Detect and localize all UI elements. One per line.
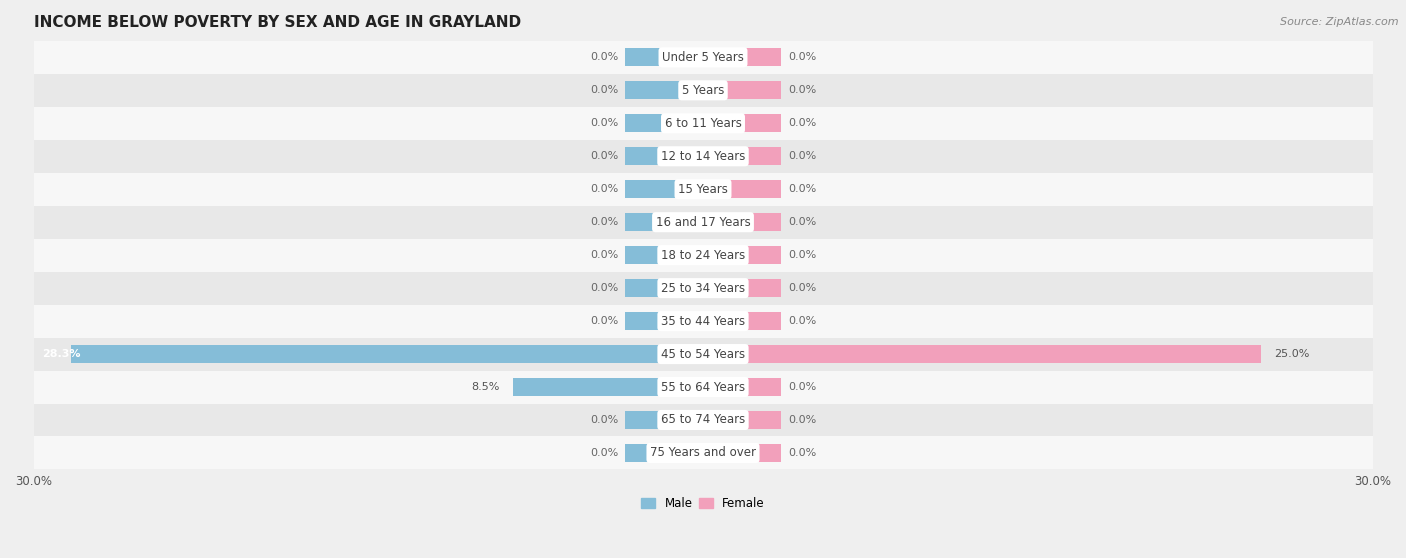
- Text: 18 to 24 Years: 18 to 24 Years: [661, 249, 745, 262]
- Bar: [703, 81, 782, 99]
- Text: 65 to 74 Years: 65 to 74 Years: [661, 413, 745, 426]
- Bar: [34, 41, 1372, 74]
- Bar: [72, 345, 703, 363]
- Text: 0.0%: 0.0%: [787, 415, 815, 425]
- Text: 25.0%: 25.0%: [1274, 349, 1309, 359]
- Text: 0.0%: 0.0%: [591, 85, 619, 95]
- Text: 0.0%: 0.0%: [787, 250, 815, 260]
- Bar: [624, 213, 703, 231]
- Text: 35 to 44 Years: 35 to 44 Years: [661, 315, 745, 328]
- Text: 0.0%: 0.0%: [591, 250, 619, 260]
- Bar: [34, 140, 1372, 173]
- Bar: [703, 411, 782, 429]
- Bar: [34, 436, 1372, 469]
- Text: 12 to 14 Years: 12 to 14 Years: [661, 150, 745, 163]
- Bar: [703, 279, 782, 297]
- Text: 0.0%: 0.0%: [591, 184, 619, 194]
- Bar: [34, 239, 1372, 272]
- Bar: [34, 206, 1372, 239]
- Text: 75 Years and over: 75 Years and over: [650, 446, 756, 459]
- Text: 15 Years: 15 Years: [678, 182, 728, 196]
- Text: 16 and 17 Years: 16 and 17 Years: [655, 216, 751, 229]
- Bar: [624, 147, 703, 165]
- Bar: [703, 312, 782, 330]
- Text: 0.0%: 0.0%: [787, 184, 815, 194]
- Bar: [34, 173, 1372, 206]
- Bar: [624, 114, 703, 132]
- Bar: [703, 246, 782, 264]
- Text: 0.0%: 0.0%: [787, 151, 815, 161]
- Bar: [703, 378, 782, 396]
- Bar: [703, 49, 782, 66]
- Bar: [624, 279, 703, 297]
- Bar: [703, 213, 782, 231]
- Text: Source: ZipAtlas.com: Source: ZipAtlas.com: [1281, 17, 1399, 27]
- Text: 6 to 11 Years: 6 to 11 Years: [665, 117, 741, 130]
- Text: 0.0%: 0.0%: [787, 382, 815, 392]
- Text: 0.0%: 0.0%: [591, 448, 619, 458]
- Legend: Male, Female: Male, Female: [637, 493, 769, 515]
- Text: 25 to 34 Years: 25 to 34 Years: [661, 282, 745, 295]
- Text: INCOME BELOW POVERTY BY SEX AND AGE IN GRAYLAND: INCOME BELOW POVERTY BY SEX AND AGE IN G…: [34, 15, 520, 30]
- Text: 0.0%: 0.0%: [787, 85, 815, 95]
- Bar: [34, 371, 1372, 403]
- Bar: [703, 147, 782, 165]
- Bar: [624, 49, 703, 66]
- Bar: [624, 444, 703, 462]
- Bar: [703, 180, 782, 198]
- Text: 0.0%: 0.0%: [591, 151, 619, 161]
- Bar: [34, 74, 1372, 107]
- Text: 45 to 54 Years: 45 to 54 Years: [661, 348, 745, 360]
- Text: 55 to 64 Years: 55 to 64 Years: [661, 381, 745, 393]
- Bar: [34, 338, 1372, 371]
- Text: 0.0%: 0.0%: [787, 52, 815, 62]
- Bar: [624, 312, 703, 330]
- Text: 0.0%: 0.0%: [591, 415, 619, 425]
- Text: 5 Years: 5 Years: [682, 84, 724, 97]
- Text: Under 5 Years: Under 5 Years: [662, 51, 744, 64]
- Bar: [703, 345, 1261, 363]
- Bar: [624, 411, 703, 429]
- Bar: [624, 246, 703, 264]
- Bar: [703, 114, 782, 132]
- Bar: [34, 305, 1372, 338]
- Bar: [34, 107, 1372, 140]
- Text: 0.0%: 0.0%: [591, 217, 619, 227]
- Text: 8.5%: 8.5%: [471, 382, 501, 392]
- Text: 28.3%: 28.3%: [42, 349, 82, 359]
- Text: 0.0%: 0.0%: [591, 316, 619, 326]
- Text: 0.0%: 0.0%: [787, 118, 815, 128]
- Bar: [703, 444, 782, 462]
- Text: 0.0%: 0.0%: [591, 52, 619, 62]
- Bar: [34, 272, 1372, 305]
- Text: 0.0%: 0.0%: [787, 448, 815, 458]
- Text: 0.0%: 0.0%: [591, 283, 619, 293]
- Bar: [513, 378, 703, 396]
- Text: 0.0%: 0.0%: [787, 217, 815, 227]
- Text: 0.0%: 0.0%: [591, 118, 619, 128]
- Bar: [624, 81, 703, 99]
- Text: 0.0%: 0.0%: [787, 316, 815, 326]
- Bar: [34, 403, 1372, 436]
- Text: 0.0%: 0.0%: [787, 283, 815, 293]
- Bar: [624, 180, 703, 198]
